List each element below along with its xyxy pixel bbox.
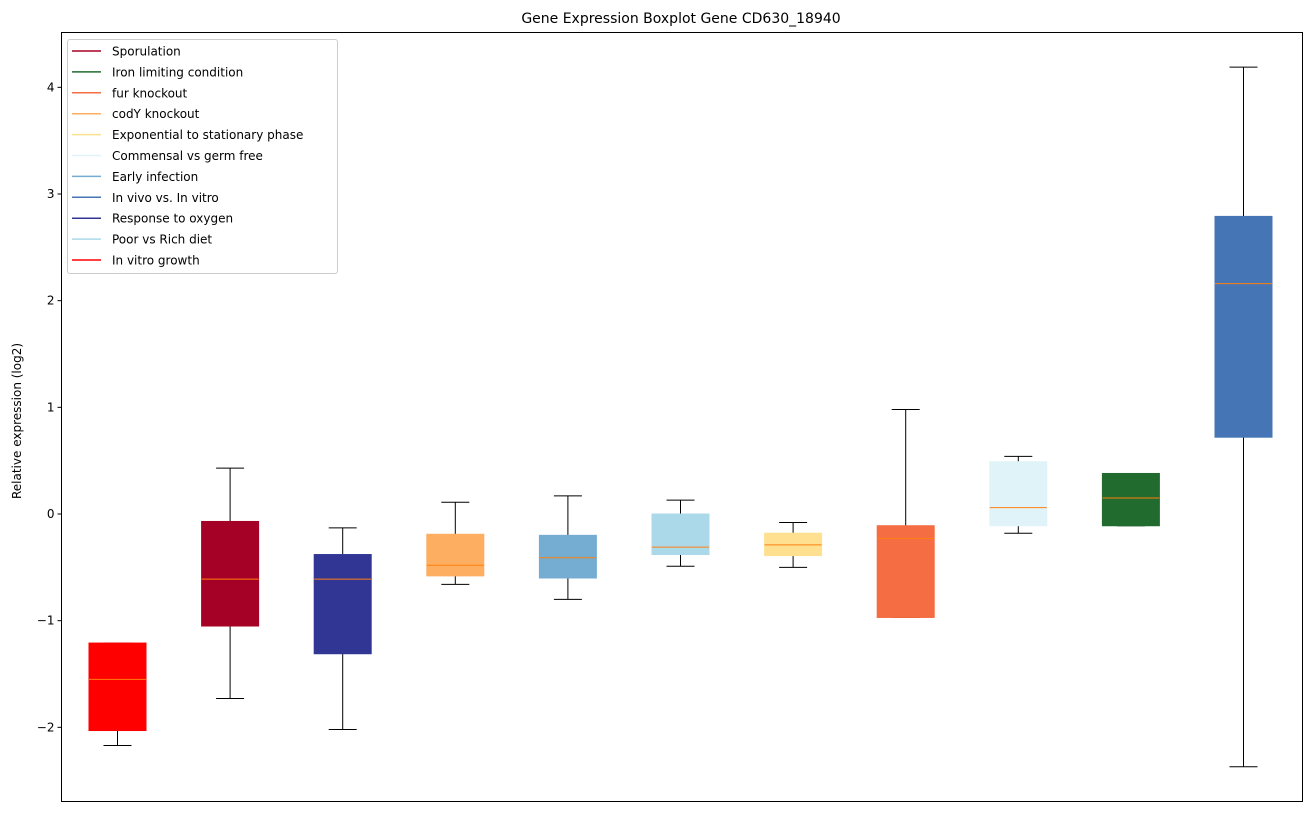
- legend-item: In vitro growth: [72, 254, 200, 268]
- boxes-group: [88, 66, 1273, 768]
- box-iqr: [313, 554, 372, 655]
- legend-item: Response to oxygen: [72, 212, 233, 226]
- legend-label: Exponential to stationary phase: [112, 128, 303, 142]
- box-response-to-oxygen: [313, 527, 372, 730]
- legend-label: codY knockout: [112, 107, 200, 121]
- box-in-vivo-vs-in-vitro: [1214, 66, 1273, 768]
- legend-label: Sporulation: [112, 45, 181, 59]
- legend-label: In vivo vs. In vitro: [112, 191, 219, 205]
- box-in-vitro-growth: [88, 642, 147, 746]
- box-iqr: [1101, 472, 1160, 527]
- box-iron-limiting-condition: [1101, 472, 1160, 527]
- box-iqr: [426, 533, 485, 577]
- legend-label: Commensal vs germ free: [112, 149, 263, 163]
- y-tick-label: 0: [47, 507, 55, 521]
- legend-label: fur knockout: [112, 86, 188, 100]
- plot-frame: [61, 32, 1303, 802]
- legend-item: Exponential to stationary phase: [72, 128, 303, 142]
- box-cody-knockout: [426, 501, 485, 585]
- y-tick-label: 3: [47, 187, 55, 201]
- box-iqr: [989, 461, 1048, 527]
- box-early-infection: [538, 495, 597, 600]
- chart-title: Gene Expression Boxplot Gene CD630_18940: [521, 11, 840, 27]
- y-axis-label: Relative expression (log2): [10, 343, 24, 499]
- box-iqr: [651, 513, 710, 556]
- box-iqr: [201, 520, 260, 627]
- legend-label: Iron limiting condition: [112, 65, 243, 79]
- legend-item: Commensal vs germ free: [72, 149, 263, 163]
- legend-item: fur knockout: [72, 86, 188, 100]
- legend-item: In vivo vs. In vitro: [72, 191, 219, 205]
- legend-item: Sporulation: [72, 45, 181, 59]
- legend-label: Early infection: [112, 170, 198, 184]
- y-tick-label: −1: [37, 614, 55, 628]
- box-sporulation: [201, 467, 260, 700]
- box-exponential-to-stationary-phase: [764, 522, 823, 568]
- legend-item: Poor vs Rich diet: [72, 233, 212, 247]
- box-poor-vs-rich-diet: [651, 499, 710, 567]
- legend-item: codY knockout: [72, 107, 200, 121]
- box-iqr: [1214, 215, 1273, 438]
- y-tick-label: 4: [47, 80, 55, 94]
- legend-label: Response to oxygen: [112, 212, 233, 226]
- box-iqr: [88, 642, 147, 732]
- box-commensal-vs-germ-free: [989, 455, 1048, 534]
- box-iqr: [538, 534, 597, 579]
- y-tick-label: 2: [47, 294, 55, 308]
- legend-item: Iron limiting condition: [72, 65, 243, 79]
- box-fur-knockout: [876, 408, 935, 618]
- y-tick-label: 1: [47, 400, 55, 414]
- legend-label: In vitro growth: [112, 254, 200, 268]
- legend-frame: [67, 39, 338, 274]
- legend-label: Poor vs Rich diet: [112, 233, 212, 247]
- box-iqr: [876, 525, 935, 618]
- y-ticks-group: −2 −1 0 1 2 3 4: [37, 80, 62, 734]
- y-tick-label: −2: [37, 720, 55, 734]
- box-iqr: [764, 532, 823, 557]
- legend: Sporulation Iron limiting condition fur kn…: [67, 39, 338, 274]
- legend-item: Early infection: [72, 170, 198, 184]
